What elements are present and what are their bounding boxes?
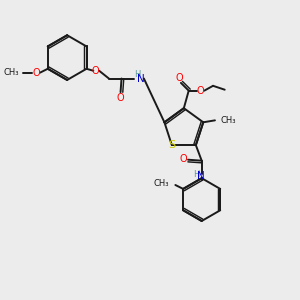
Text: O: O: [92, 66, 99, 76]
Text: O: O: [175, 73, 183, 83]
Text: O: O: [32, 68, 40, 78]
Text: O: O: [196, 86, 204, 96]
Text: N: N: [197, 171, 205, 181]
Text: H: H: [134, 70, 140, 79]
Text: S: S: [168, 140, 175, 150]
Text: O: O: [179, 154, 187, 164]
Text: CH₃: CH₃: [153, 178, 169, 188]
Text: CH₃: CH₃: [3, 68, 19, 77]
Text: O: O: [117, 93, 124, 103]
Text: H: H: [193, 170, 199, 179]
Text: CH₃: CH₃: [221, 116, 236, 125]
Text: N: N: [137, 74, 145, 83]
